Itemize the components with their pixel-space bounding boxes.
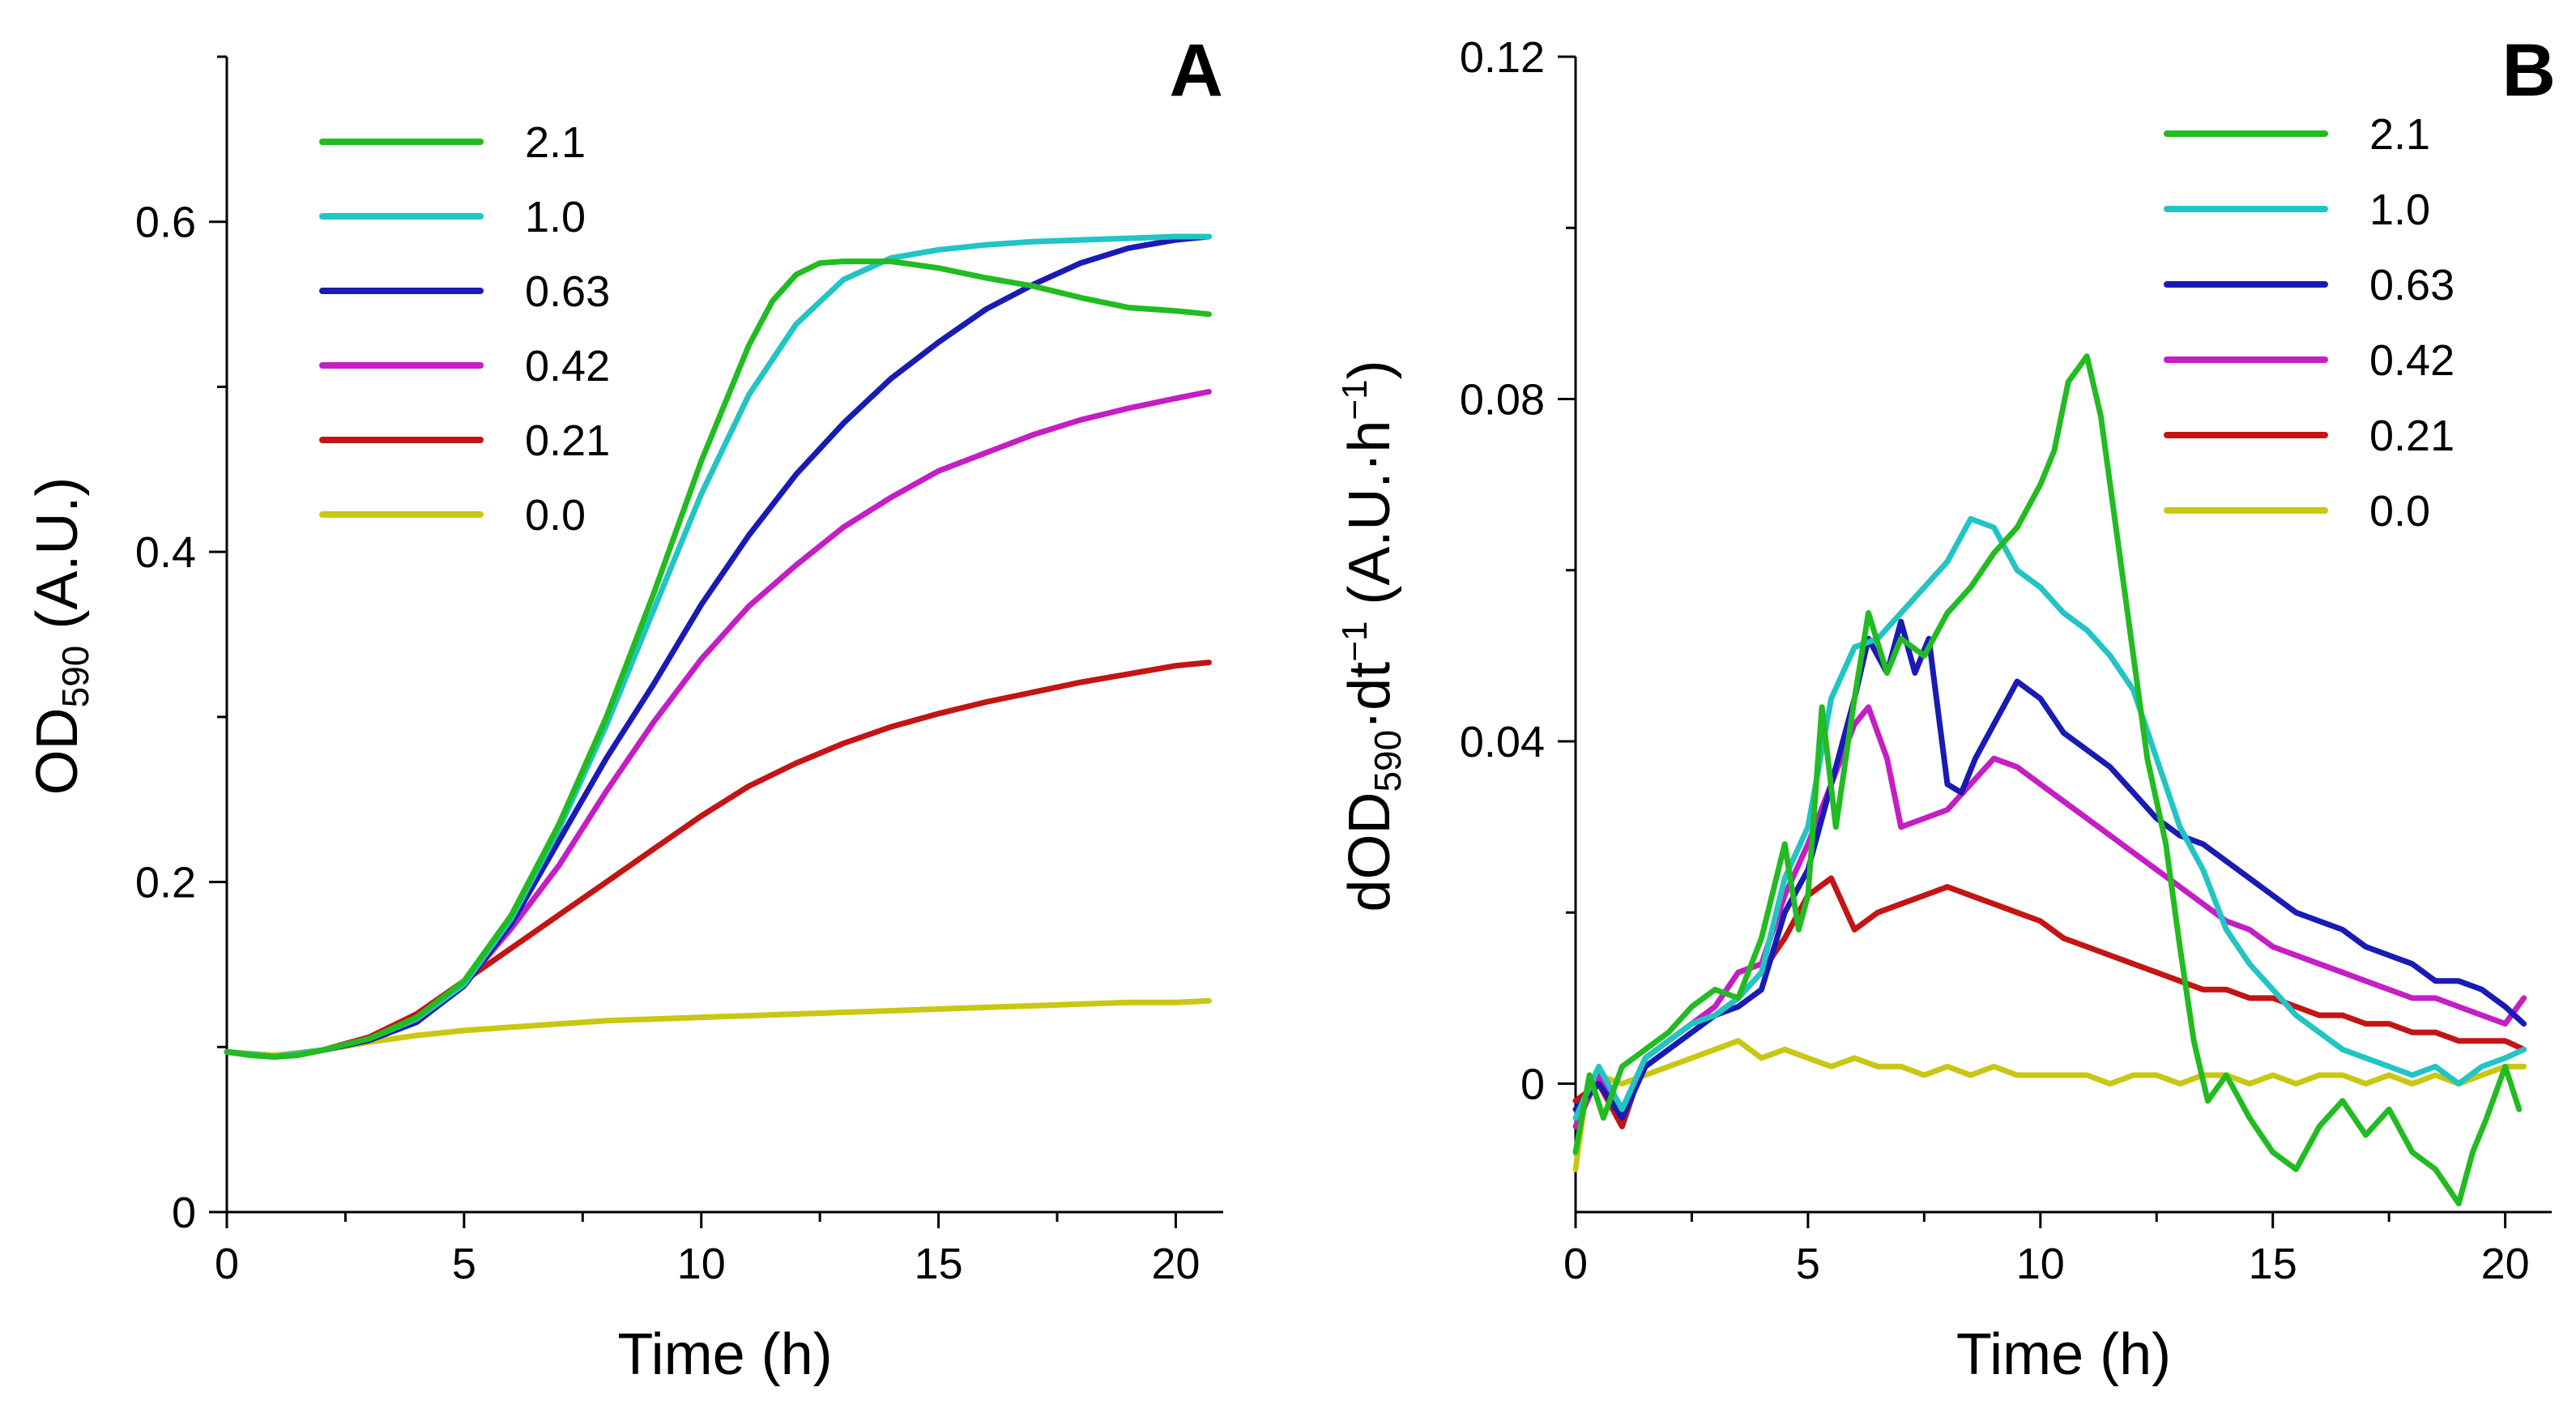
x-tick-label: 20 [2481,1240,2530,1288]
y-title-main: dOD [1337,792,1402,912]
series-line-0.0 [224,997,1212,1058]
series-line-1.0 [224,233,1212,1060]
x-tick-label: 10 [2016,1240,2065,1288]
y-tick-label: 0.4 [135,528,196,577]
legend-label: 0.42 [525,342,610,391]
y-title-subscript: 590 [1367,730,1409,792]
panel-a: 0 5 10 15 20 0 0.2 0.4 0.6 Time (h) OD590 (A.U.) 2.… [25,29,1223,1387]
legend-label: 2.1 [525,118,586,167]
x-tick-label: 0 [215,1240,239,1288]
legend-label: 0.21 [525,416,610,465]
x-tick-label: 0 [1563,1240,1588,1288]
y-title-units: (A.U.·h [1337,420,1402,621]
series-line-0.21 [224,660,1212,1060]
y-title-units: (A.U.) [25,477,90,646]
y-title-end: ) [1337,360,1402,379]
series-line-0.42 [1572,704,2527,1129]
y-title-superscript: −1 [1335,379,1375,420]
series-line-1.0 [1572,515,2527,1121]
x-tick-label: 15 [2249,1240,2297,1288]
y-title-mid: ·dt [1337,662,1402,730]
y-tick-label: 0 [1520,1061,1545,1109]
series-line-0.0 [1572,1038,2527,1172]
y-title-superscript: −1 [1335,621,1375,662]
legend-label: 0.63 [2369,261,2454,309]
y-tick-label: 0.08 [1460,376,1545,425]
legend-label: 1.0 [525,193,586,241]
legend-label: 0.42 [2369,336,2454,385]
y-tick-label: 0.04 [1460,718,1545,766]
y-title-main: OD [25,707,90,795]
y-axis-title: OD590 (A.U.) [25,477,96,796]
x-axis-title: Time (h) [617,1322,832,1387]
panel-letter: A [1170,29,1223,112]
y-title-subscript: 590 [54,646,96,708]
series-line-2.1 [224,258,1212,1060]
x-tick-label: 15 [915,1240,963,1288]
x-tick-label: 10 [677,1240,726,1288]
y-tick-label: 0.12 [1460,33,1545,82]
y-axis-title: dOD590·dt−1 (A.U.·h−1) [1335,360,1409,911]
x-tick-label: 5 [452,1240,476,1288]
y-tick-label: 0.6 [135,199,196,247]
legend-label: 0.0 [2369,487,2430,536]
x-tick-label: 20 [1151,1240,1200,1288]
series-line-0.42 [224,389,1212,1060]
series-line-2.1 [1572,353,2523,1206]
x-tick-label: 5 [1796,1240,1820,1288]
y-tick-label: 0.2 [135,859,196,907]
legend-label: 1.0 [2369,186,2430,234]
legend-label: 2.1 [2369,110,2430,159]
legend-label: 0.63 [525,267,610,316]
legend-label: 0.0 [525,491,586,540]
legend-label: 0.21 [2369,412,2454,460]
series-line-0.63 [224,233,1212,1060]
x-axis-title: Time (h) [1956,1322,2171,1387]
series-line-0.63 [1572,618,2527,1121]
panel-letter: B [2502,29,2556,112]
y-tick-label: 0 [172,1189,196,1237]
